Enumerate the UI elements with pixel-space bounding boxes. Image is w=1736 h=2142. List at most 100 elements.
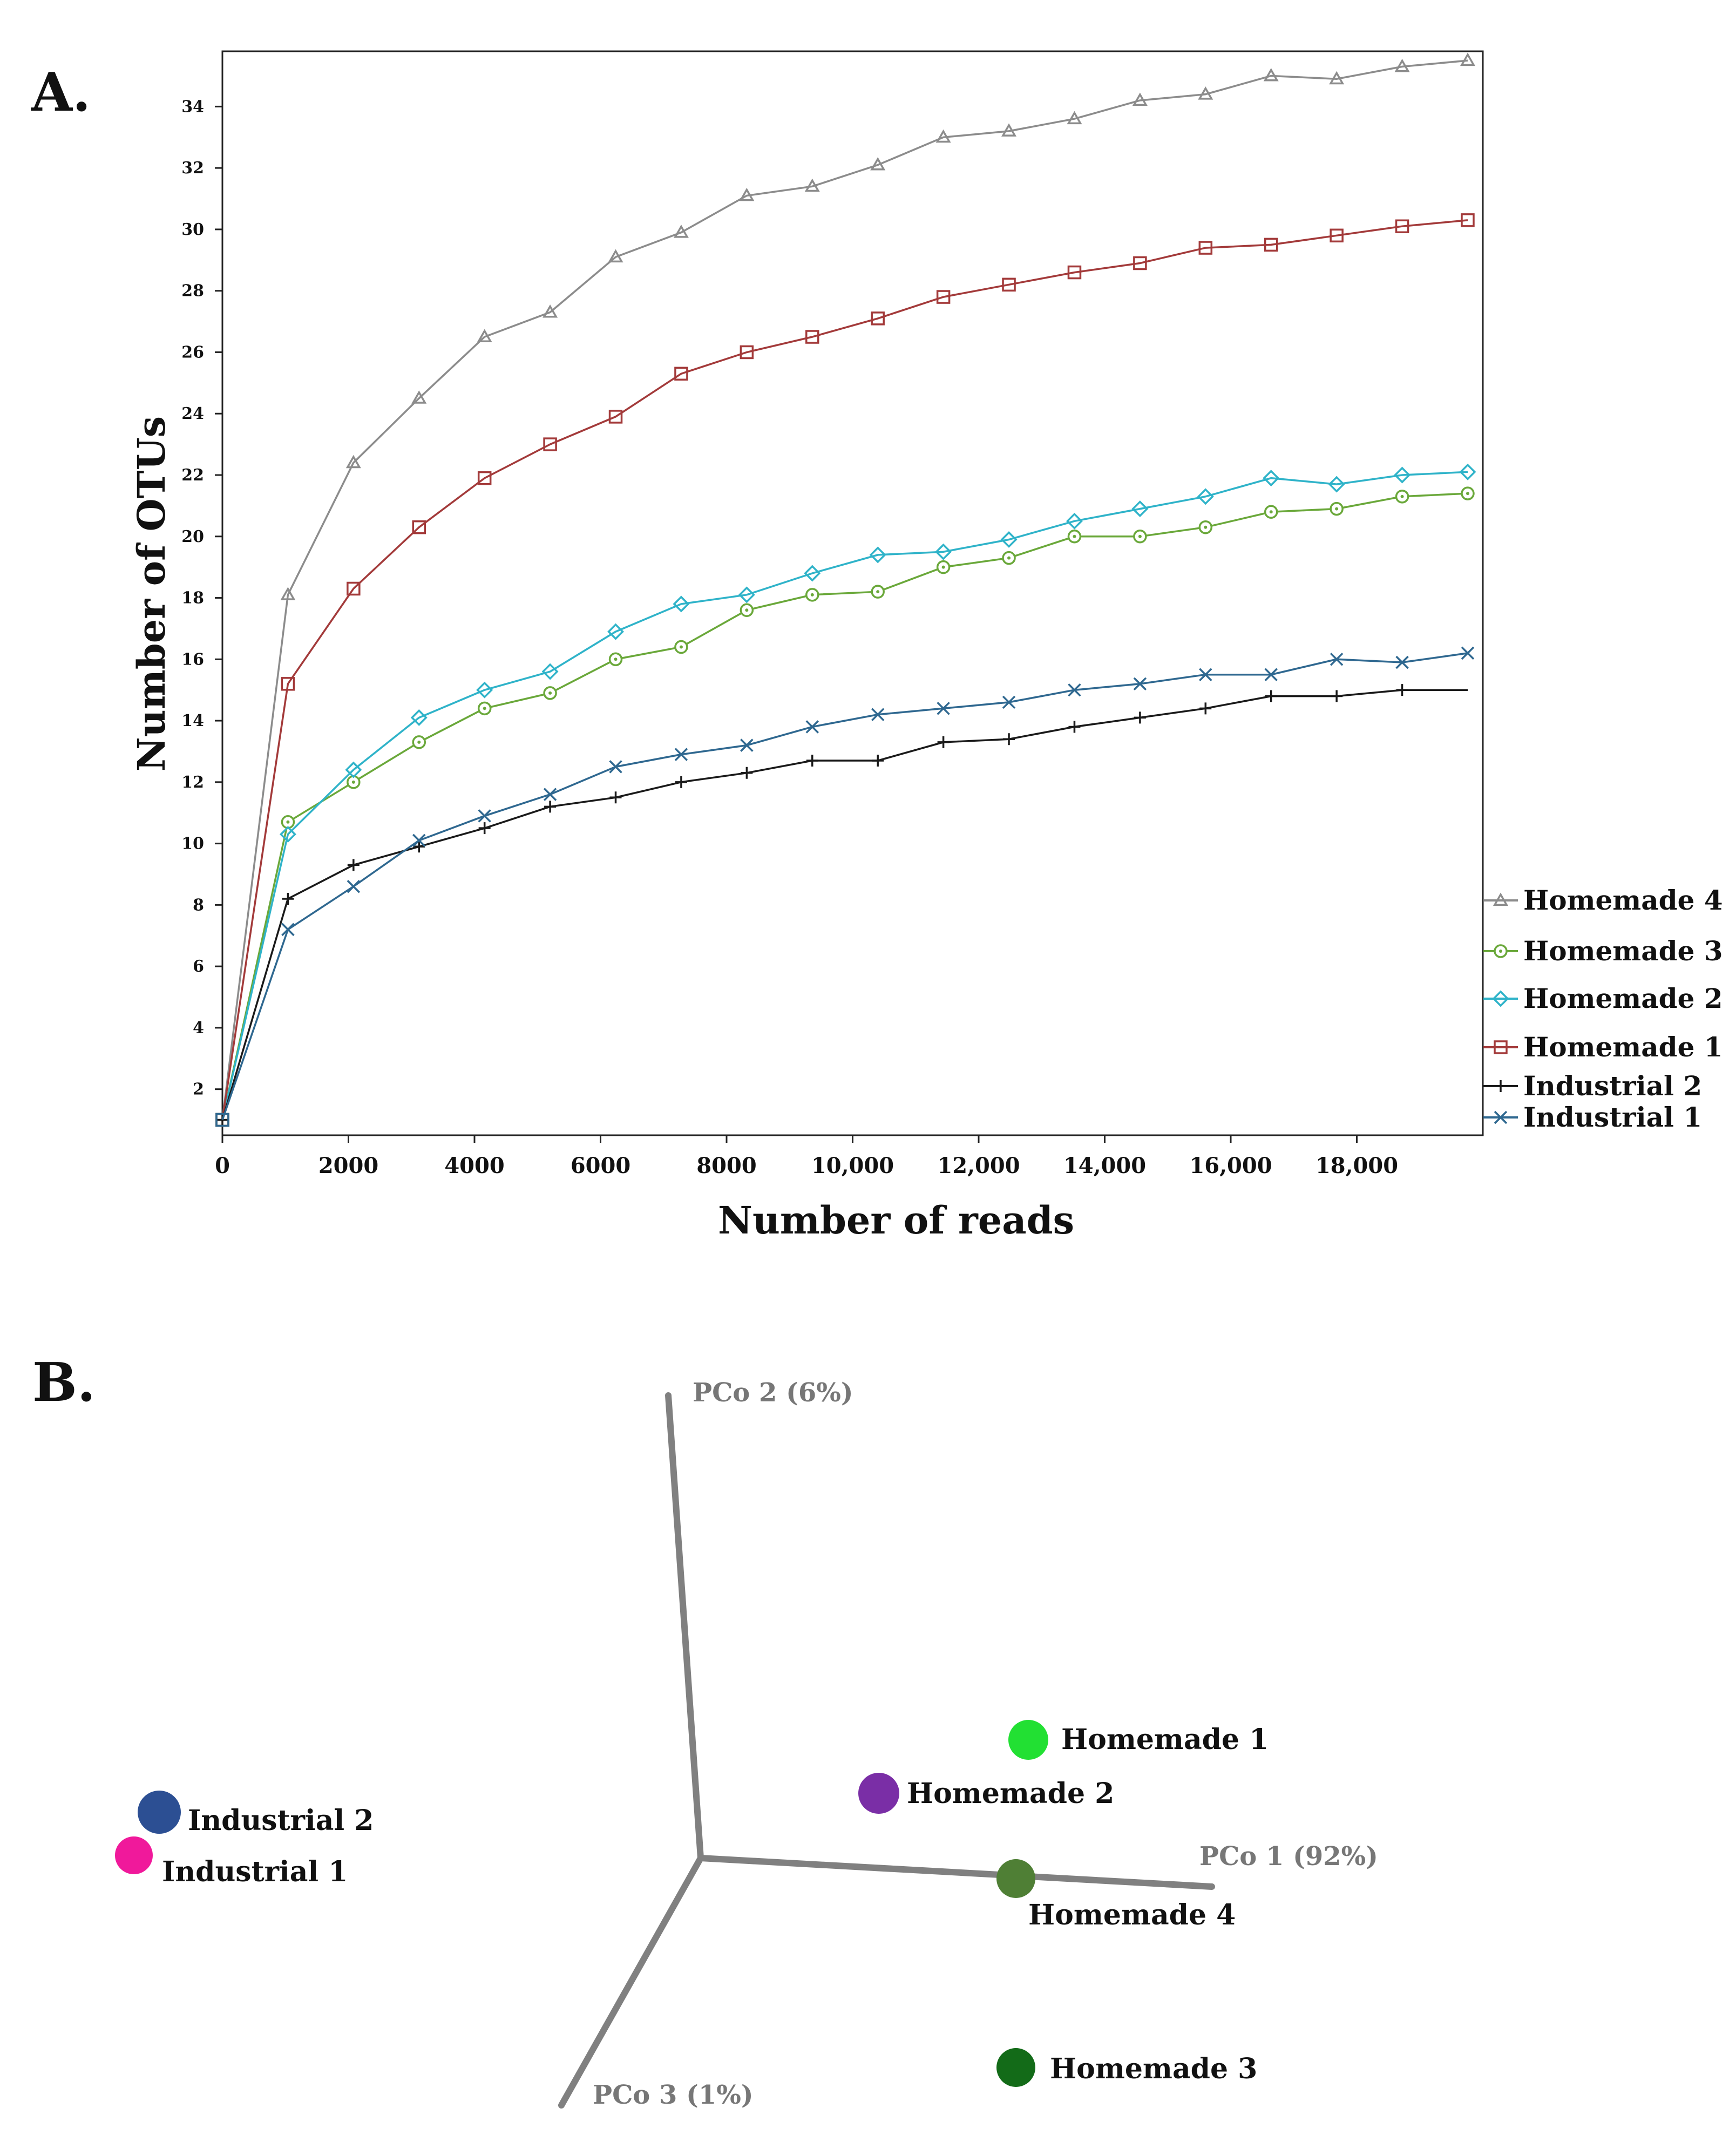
data-point [282,892,294,905]
data-point [804,178,820,192]
x-tick-label: 16,000 [1189,1153,1272,1178]
data-point [1067,111,1082,125]
data-point [1264,238,1278,252]
legend-label: Homemade 4 [1523,884,1723,916]
pco3-axis-line [558,1855,704,2109]
series-industrial-2 [216,684,1468,1126]
data-point [674,640,688,654]
data-point [1328,476,1345,493]
data-point [740,738,754,752]
data-point [1002,551,1016,565]
data-point [1134,711,1146,724]
legend: Homemade 4 Homemade 3 Homemade 2 Homemade 1… [1483,884,1723,1133]
data-point [1001,123,1017,137]
pcoa-point-homemade-1: Homemade 1 [1008,1720,1269,1760]
data-point [347,581,361,596]
data-point [935,129,951,143]
pcoa-marker [115,1836,153,1874]
data-point [608,249,623,263]
data-point [936,560,951,574]
data-point [936,290,951,304]
data-point [1198,241,1213,255]
x-tick-label: 8000 [696,1153,756,1178]
pcoa-point-industrial-1: Industrial 1 [115,1836,348,1888]
data-point [673,595,690,613]
legend-label: Homemade 1 [1523,1031,1723,1063]
data-point [1330,653,1344,666]
legend-label: Industrial 2 [1523,1070,1702,1102]
data-point [872,755,884,767]
data-point [1461,646,1475,660]
legend-item: Industrial 2 [1483,1070,1702,1102]
pcoa-point-label: Industrial 1 [162,1855,348,1888]
series-line [221,492,1468,1120]
series-homemade-1 [215,213,1475,1127]
data-point [674,748,688,761]
legend-label: Homemade 2 [1523,982,1723,1014]
legend-marker [1494,1040,1508,1054]
data-point [1330,228,1344,243]
data-point [1068,721,1081,733]
data-point [1394,58,1410,72]
data-point [607,623,624,640]
data-point [738,586,755,604]
pcoa-point-homemade-4: Homemade 4 [996,1859,1236,1931]
pcoa-point-label: Homemade 3 [1050,2052,1257,2085]
legend-marker [1493,892,1509,906]
legend-item: Homemade 1 [1483,1031,1723,1063]
data-point [1394,466,1411,484]
data-point [1133,677,1147,691]
data-point [805,330,819,344]
data-point [1461,213,1475,227]
data-point [478,822,491,835]
data-point [542,304,558,318]
y-tick-label: 2 [193,1080,204,1099]
data-point [476,681,493,699]
data-point [740,603,754,618]
y-tick-label: 28 [181,282,204,301]
data-point [1133,530,1147,544]
y-tick-label: 10 [181,835,204,853]
data-point [1000,531,1018,548]
x-tick-label: 10,000 [811,1153,894,1178]
y-tick-label: 24 [181,404,204,423]
data-point [413,840,425,853]
rarefaction-chart: 0 2000 4000 6000 8000 10,000 12,000 14,000 16,00… [129,50,1723,1243]
data-point [608,410,623,424]
x-tick-label: 6000 [571,1153,630,1178]
pcoa-point-industrial-2: Industrial 2 [138,1791,374,1837]
data-point [869,546,886,564]
data-point [1395,655,1409,669]
series-line [221,471,1468,1120]
data-point [1263,470,1280,487]
pcoa-point-label: Homemade 4 [1028,1899,1236,1931]
y-tick-label: 30 [181,220,204,239]
x-tick-label: 14,000 [1063,1153,1146,1178]
data-point [279,826,296,843]
data-point [739,187,755,201]
data-point [806,755,818,767]
legend-marker [1495,1080,1507,1092]
pcoa-marker [996,1859,1035,1898]
data-point [1199,702,1212,715]
data-point [1264,505,1278,519]
data-point [412,520,426,534]
data-point [1067,265,1082,280]
series-line [221,219,1468,1120]
data-point [804,565,821,582]
data-point [478,809,491,823]
data-point [937,736,950,748]
data-point [1132,92,1148,106]
data-point [1197,488,1214,505]
y-tick-label: 34 [181,97,204,116]
legend-label: Homemade 3 [1523,935,1723,967]
data-point [281,677,295,691]
legend-item: Homemade 2 [1483,982,1723,1014]
legend-marker [1494,1110,1508,1124]
pcoa-point-homemade-2: Homemade 2 [858,1773,1114,1814]
legend-marker [1494,944,1508,958]
data-point [1131,500,1149,518]
pcoa-marker [996,2048,1035,2087]
